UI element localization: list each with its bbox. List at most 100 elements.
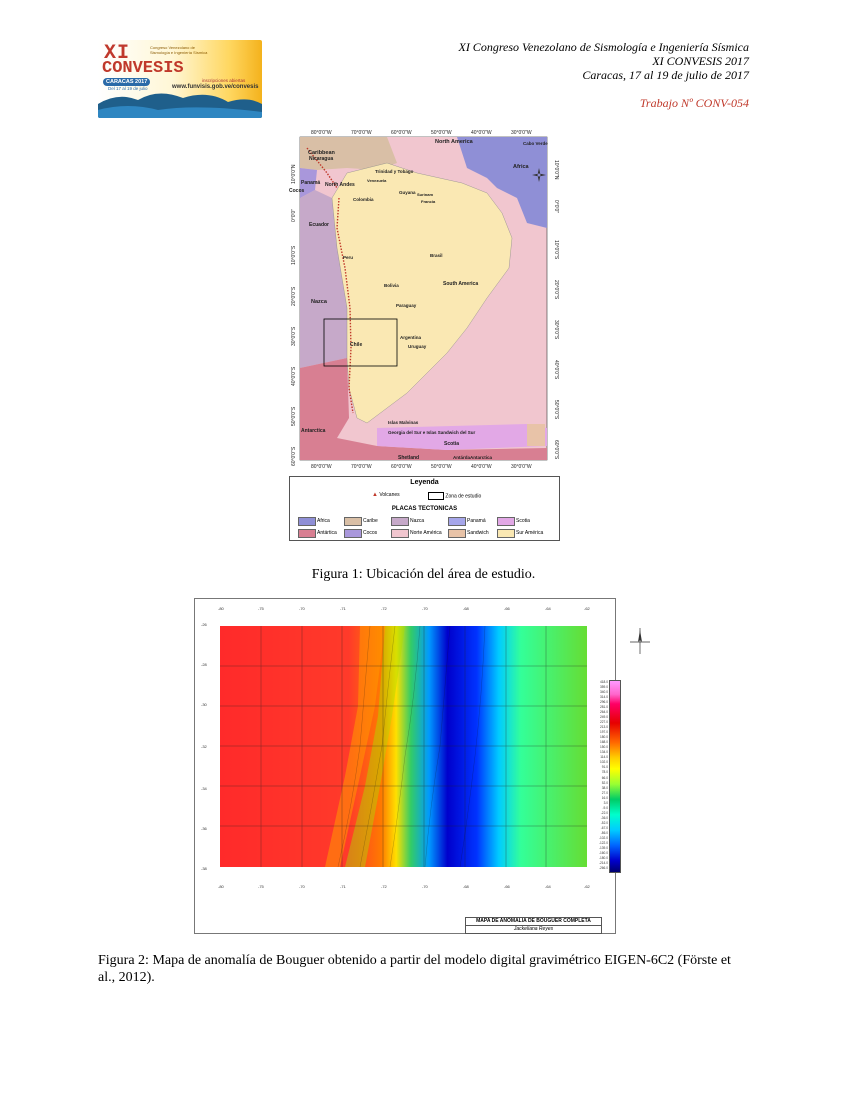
map-lat-right-5: 30°0'0"S	[553, 320, 559, 340]
map2-xtick-bottom-7: -68	[463, 884, 469, 889]
map-label-nicaragua: Nicaragua	[309, 156, 333, 162]
map2-xtick-bottom-4: -71	[340, 884, 346, 889]
colorbar-label: 213.0	[600, 725, 608, 730]
colorbar-label: 359.0	[600, 685, 608, 690]
map-lat-left-5: 30°0'0"S	[291, 326, 297, 346]
colorbar-label: -160.0	[598, 850, 608, 855]
legend-volcanes-label: Volcanes	[379, 492, 400, 498]
map-lat-right-3: 10°0'0"S	[553, 240, 559, 260]
colorbar-label: -122.0	[598, 840, 608, 845]
map-label-trinidad: Trinidad y Tobago	[375, 169, 414, 174]
map-lat-right-7: 50°0'0"S	[553, 400, 559, 420]
plate-label-norte-america: Norte América	[410, 530, 442, 536]
plate-label-cocos: Cocos	[363, 530, 378, 536]
colorbar-label: 16.0	[601, 795, 608, 800]
map-lon-bottom-4: 50°0'0"W	[431, 464, 452, 469]
map-label-antarctica: Antarctica	[301, 428, 326, 434]
map-lon-top-2: 70°0'0"W	[351, 130, 372, 136]
map-label-brasil: Brasil	[430, 253, 443, 258]
map2-ytick-3: -30	[201, 702, 207, 707]
colorbar-label: 52.0	[601, 780, 608, 785]
map-lon-bottom-3: 60°0'0"W	[391, 464, 412, 469]
plate-label-caribe: Caribe	[363, 518, 378, 524]
map-label-guyana: Guyana	[399, 190, 416, 195]
map2-xtick-bottom-9: -64	[545, 884, 551, 889]
plate-swatch-sandwich	[448, 529, 466, 538]
map-label-georgia: Georgia del Sur e Islas Sandwich del Sur	[388, 430, 476, 435]
map-label-malvinas: Islas Malvinas	[388, 420, 419, 425]
logo-badge: CARACAS 2017	[103, 78, 151, 86]
map2-xtick-bottom-6: -70	[422, 884, 428, 889]
map-lon-top-1: 80°0'0"W	[311, 130, 332, 136]
logo-convesis: CONVESIS	[102, 59, 184, 78]
colorbar-label: -67.0	[600, 825, 608, 830]
colorbar-label: -86.0	[600, 830, 608, 835]
plate-swatch-cocos	[344, 529, 362, 538]
map2-xtick-top-2: -75	[258, 606, 264, 611]
colorbar-label: 281.0	[600, 705, 608, 710]
colorbar-label: 102.0	[600, 760, 608, 765]
figure1-caption: Figura 1: Ubicación del área de estudio.	[311, 567, 536, 582]
map-label-north-andes: North Andes	[325, 182, 355, 188]
logo-xi: XI	[104, 42, 131, 65]
colorbar-label: -214.0	[598, 860, 608, 865]
plate-swatch-antartica	[298, 529, 316, 538]
map-label-chile: Chile	[350, 342, 362, 348]
map-label-paraguay: Paraguay	[396, 303, 417, 308]
map2-ytick-5: -34	[201, 786, 207, 791]
map-label-venezuela: Venezuela	[367, 178, 387, 183]
colorbar-label: 38.0	[601, 785, 608, 790]
colorbar-label: 114.0	[600, 755, 608, 760]
plate-label-scotia: Scotia	[516, 518, 530, 524]
map-label-uruguay: Uruguay	[408, 344, 427, 349]
colorbar-label: 340.0	[600, 690, 608, 695]
map-lon-bottom-2: 70°0'0"W	[351, 464, 372, 469]
map-lat-right-6: 40°0'0"S	[553, 360, 559, 380]
map2-xtick-bottom-3: -70	[299, 884, 305, 889]
header-place-date: Caracas, 17 al 19 de julio de 2017	[582, 68, 749, 82]
plate-swatch-norte-america	[391, 529, 409, 538]
colorbar-label: 180.0	[600, 735, 608, 740]
map-label-panama: Panamá	[301, 180, 320, 186]
map2-xtick-bottom-8: -66	[504, 884, 510, 889]
colorbar-label: 249.0	[600, 715, 608, 720]
map2-xtick-bottom-1: -80	[218, 884, 224, 889]
plate-swatch-scotia	[497, 517, 515, 526]
map2-xtick-top-8: -66	[504, 606, 510, 611]
map-label-peru: Peru	[343, 255, 353, 260]
volcano-icon: ▲	[372, 492, 378, 498]
map-lat-left-1: 10°0'0"N	[291, 164, 297, 184]
plate-swatch-nazca	[391, 517, 409, 526]
map2-ytick-6: -36	[201, 826, 207, 831]
header-edition: XI CONVESIS 2017	[652, 54, 749, 68]
map-lon-top-3: 60°0'0"W	[391, 130, 412, 136]
map-lon-top-4: 50°0'0"W	[431, 130, 452, 136]
map2-xtick-top-9: -64	[545, 606, 551, 611]
colorbar-label: 3.0	[603, 800, 608, 805]
plate-label-panama: Panamá	[467, 518, 486, 524]
plate-swatch-africa	[298, 517, 316, 526]
figure2-bouguer-anomaly-map	[220, 626, 587, 867]
colorbar-label: -9.0	[602, 805, 609, 810]
colorbar-label: 264.0	[600, 710, 608, 715]
colorbar-label: 227.0	[600, 720, 608, 725]
map-label-scotia: Scotia	[444, 441, 459, 447]
colorbar-label: 418.0	[600, 680, 608, 684]
map-label-north-america: North America	[435, 139, 474, 145]
map-lat-right-1: 10°0'0"N	[553, 160, 559, 180]
colorbar-label: -266.0	[598, 865, 608, 870]
colorbar-label: 314.0	[600, 695, 608, 700]
map-label-cocos: Cocos	[289, 188, 305, 194]
colorbar-label: 27.0	[601, 790, 608, 795]
map2-ytick-7: -38	[201, 866, 207, 871]
map-label-antartida: AntárdaAntarctica	[453, 455, 493, 460]
logo-subtitle: Congreso Venezolano de Sismología e Inge…	[150, 45, 208, 55]
conference-logo: XI CONVESIS Congreso Venezolano de Sismo…	[98, 40, 262, 118]
map2-author: Jackeliana Reyes	[513, 926, 554, 932]
legend-volcano-row: ▲ Volcanes	[372, 492, 400, 498]
legend-plates-title: PLACAS TECTONICAS	[391, 506, 458, 512]
map-lat-left-8: 60°0'0"S	[291, 446, 297, 466]
map-label-caribbean: Caribbean	[308, 150, 336, 156]
map-lat-right-2: 0°0'0"	[553, 200, 559, 213]
colorbar-label: -22.0	[600, 810, 608, 815]
